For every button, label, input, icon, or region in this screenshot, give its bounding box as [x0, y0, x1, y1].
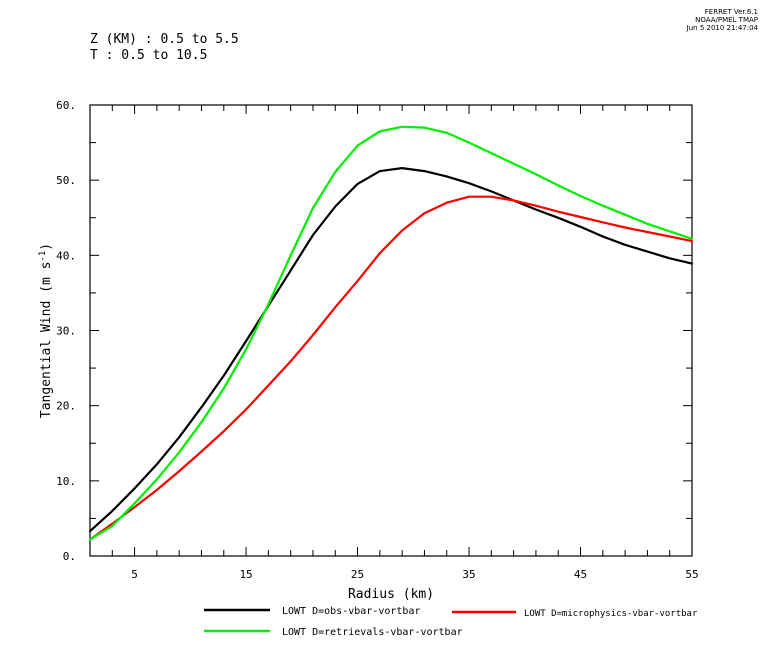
ferret-stamp: FERRET Ver.6.1 NOAA/PMEL TMAP Jun 5 2010… — [687, 8, 758, 32]
plot-frame — [89, 104, 693, 557]
series-line-3 — [88, 125, 694, 541]
y-axis-label: Tangential Wind (m s-1) — [38, 243, 54, 418]
y-tick-label: 20. — [56, 400, 76, 413]
legend-label-3: LOWT D=retrievals-vbar-vortbar — [282, 627, 463, 638]
y-tick-label: 60. — [56, 99, 76, 112]
y-tick-label: 0. — [63, 550, 76, 563]
legend-label-2: LOWT D=microphysics-vbar-vortbar — [524, 609, 698, 619]
y-tick-label: 40. — [56, 249, 76, 262]
y-tick-label: 30. — [56, 325, 76, 338]
x-tick-label: 45 — [574, 568, 587, 581]
y-tick-label: 10. — [56, 475, 76, 488]
series-line-2 — [88, 195, 694, 541]
x-tick-label: 5 — [131, 568, 138, 581]
t-range-label: T : 0.5 to 10.5 — [90, 48, 208, 63]
x-tick-label: 25 — [351, 568, 364, 581]
ferret-date: Jun 5 2010 21:47:04 — [686, 24, 758, 32]
y-tick-label: 50. — [56, 174, 76, 187]
x-tick-label: 15 — [239, 568, 252, 581]
ferret-version: FERRET Ver.6.1 — [704, 8, 758, 16]
x-tick-label: 55 — [685, 568, 698, 581]
x-axis-label: Radius (km) — [348, 587, 434, 602]
series-line-1 — [88, 167, 694, 533]
x-tick-label: 35 — [462, 568, 475, 581]
z-range-label: Z (KM) : 0.5 to 5.5 — [90, 32, 239, 47]
legend-label-1: LOWT D=obs-vbar-vortbar — [282, 606, 420, 617]
ferret-org: NOAA/PMEL TMAP — [695, 16, 758, 24]
